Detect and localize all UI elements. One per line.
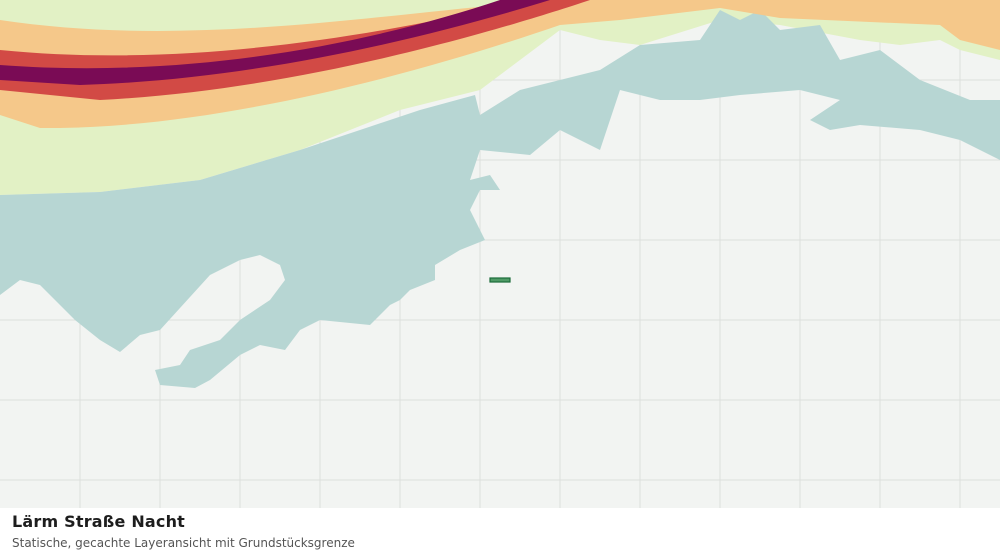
noise-zone-very-high	[0, 0, 550, 85]
layer-subtitle: Statische, gecachte Layeransicht mit Gru…	[12, 536, 355, 550]
noise-zone-medium	[0, 0, 1000, 129]
teal-zone	[0, 10, 1000, 388]
caption: Lärm Straße Nacht Statische, gecachte La…	[12, 512, 355, 550]
layer-title: Lärm Straße Nacht	[12, 512, 186, 531]
parcel-boundary	[489, 277, 511, 283]
map-view	[0, 0, 1000, 508]
